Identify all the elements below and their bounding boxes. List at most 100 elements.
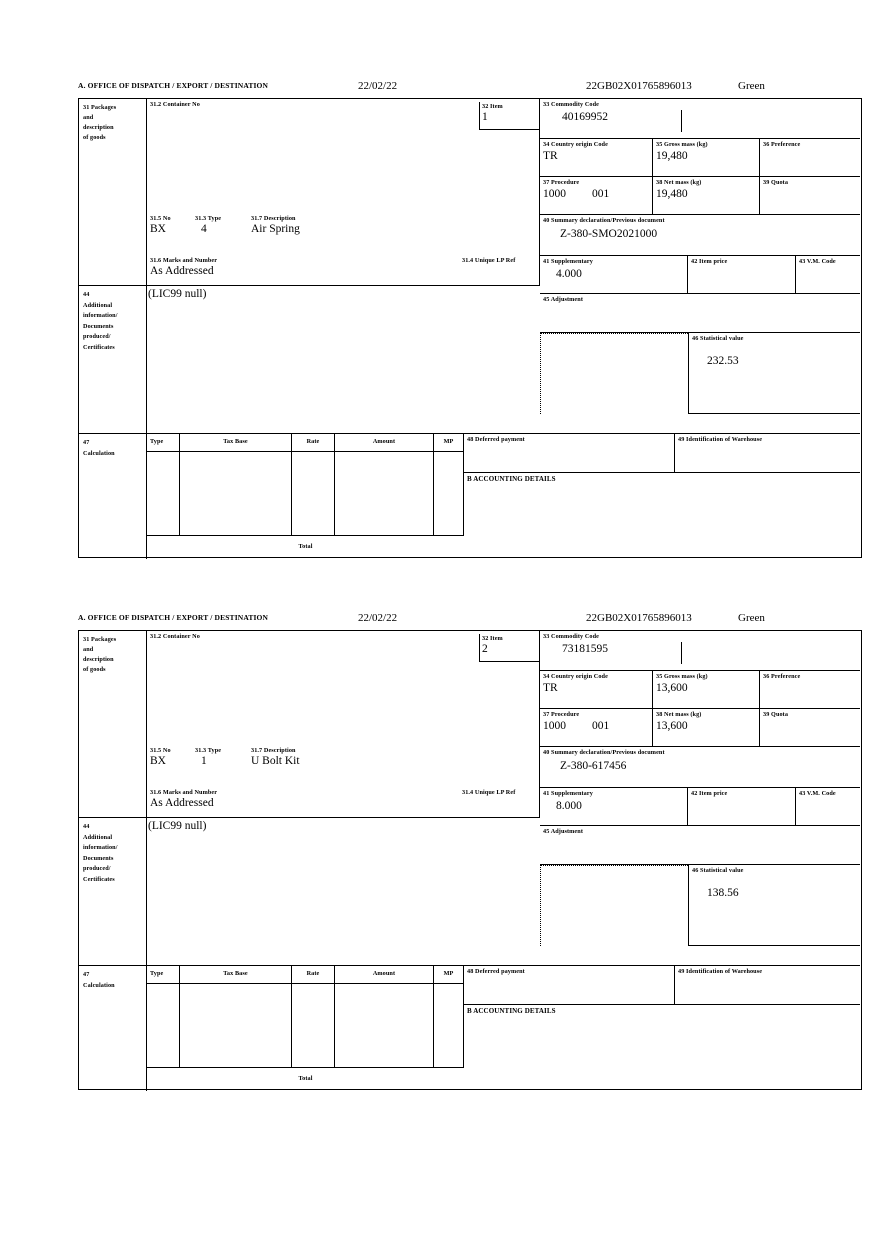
calc-header-amount-label: Amount [372, 438, 396, 445]
box-38-net-mass-cell: 38 Net mass (kg) 19,480 [653, 177, 760, 215]
calc-header-type-label: Type [150, 970, 164, 977]
box-33-divider-tick [681, 110, 682, 132]
box-31-3-value: 1 [201, 755, 207, 768]
box-32-label: 32 Item [482, 103, 503, 110]
calc-header-rate: Rate [292, 433, 335, 452]
calc-header-mp: MP [434, 965, 464, 984]
box-46-value: 232.53 [707, 354, 739, 367]
box-41-supplementary-cell: 41 Supplementary 8.000 [540, 788, 688, 826]
box-44-value: (LIC99 null) [148, 820, 207, 832]
calc-body-rate [292, 984, 335, 1068]
form-frame: 31 Packages and description of goods 31.… [78, 630, 862, 1091]
calc-total-row: Total [147, 536, 464, 558]
office-of-dispatch-label: A. OFFICE OF DISPATCH / EXPORT / DESTINA… [78, 81, 269, 90]
box-34-label: 34 Country origin Code [543, 140, 608, 148]
calc-header-mp-label: MP [443, 970, 454, 977]
box-32-value: 1 [482, 111, 488, 124]
box-38-label: 38 Net mass (kg) [656, 710, 702, 718]
box-31-3-label: 31.3 Type [195, 747, 222, 754]
box-31-label-line-4: of goods [83, 666, 106, 673]
box-37-additional-value: 001 [592, 188, 610, 201]
box-40-label: 40 Summary declaration/Previous document [543, 216, 665, 224]
calc-body-tax-base [180, 984, 292, 1068]
declaration-reference: 22GB02X01765896013 [586, 80, 692, 92]
box-31-3-value: 4 [201, 223, 207, 236]
box-44-label-cell: 44 Additional information/ Documents pro… [79, 285, 147, 433]
box-33-value: 73181595 [562, 642, 608, 655]
box-33-divider-tick [681, 642, 682, 664]
form-header: A. OFFICE OF DISPATCH / EXPORT / DESTINA… [78, 80, 862, 98]
calc-header-mp-label: MP [443, 438, 454, 445]
box-44-label-line-1: 44 [83, 823, 90, 830]
box-48-deferred-payment-cell: 48 Deferred payment [464, 965, 675, 1005]
calc-body-type [147, 984, 180, 1068]
box-44-content-cell: (LIC99 null) [147, 286, 540, 433]
box-37-label: 37 Procedure [543, 710, 580, 718]
box-42-item-price-cell: 42 Item price [688, 788, 796, 826]
box-39-value [760, 187, 860, 189]
declaration-lane: Green [738, 612, 765, 624]
box-35-gross-mass-cell: 35 Gross mass (kg) 13,600 [653, 671, 760, 709]
box-31-label-line-2: and [83, 114, 94, 121]
accounting-details-cell: B ACCOUNTING DETAILS [464, 1005, 860, 1090]
calc-header-rate: Rate [292, 965, 335, 984]
box-31-2-container-no-cell: 31.2 Container No [147, 631, 540, 818]
box-47-label-line-2: Calculation [83, 981, 115, 989]
box-44-label-line-2: Additional [83, 833, 113, 841]
box-44-label-line-1: 44 [83, 291, 90, 298]
calc-header-amount: Amount [335, 965, 434, 984]
box-43-value [796, 798, 860, 800]
calc-header-rate-label: Rate [306, 438, 320, 445]
box-38-net-mass-cell: 38 Net mass (kg) 13,600 [653, 709, 760, 747]
box-39-quota-cell: 39 Quota [760, 177, 860, 215]
box-47-label-cell: 47 Calculation [79, 433, 147, 559]
box-38-label: 38 Net mass (kg) [656, 178, 702, 186]
box-36-preference-cell: 36 Preference [760, 671, 860, 709]
box-35-label: 35 Gross mass (kg) [656, 140, 708, 148]
box-44-label-line-4: Documents [83, 854, 114, 862]
box-48-value [464, 444, 674, 446]
box-39-label: 39 Quota [763, 710, 789, 718]
box-43-label: 43 V.M. Code [799, 257, 836, 265]
box-31-7-value: Air Spring [251, 223, 300, 236]
calc-body-amount [335, 984, 434, 1068]
box-31-label-line-2: and [83, 646, 94, 653]
box-34-value: TR [543, 682, 558, 695]
box-44-label-line-4: Documents [83, 322, 114, 330]
box-41-supplementary-cell: 41 Supplementary 4.000 [540, 256, 688, 294]
box-32-label: 32 Item [482, 635, 503, 642]
calc-header-type: Type [147, 433, 180, 452]
box-40-value: Z-380-SMO2021000 [560, 227, 658, 240]
box-31-marks-row: 31.6 Marks and Number As Addressed 31.4 … [147, 789, 540, 818]
box-40-value: Z-380-617456 [560, 759, 627, 772]
box-31-6-value: As Addressed [150, 265, 214, 278]
box-44-label-line-6: Certificates [83, 343, 115, 351]
box-44-content-cell: (LIC99 null) [147, 818, 540, 965]
accounting-details-label: B ACCOUNTING DETAILS [467, 1006, 556, 1015]
box-47-label-line-2: Calculation [83, 449, 115, 457]
box-33-commodity-code-cell: 33 Commodity Code 73181595 [540, 631, 860, 671]
form-frame: 31 Packages and description of goods 31.… [78, 98, 862, 559]
box-42-label: 42 Item price [691, 789, 728, 797]
accounting-details-cell: B ACCOUNTING DETAILS [464, 473, 860, 558]
box-31-label-line-3: description [83, 124, 114, 131]
calc-total-row: Total [147, 1068, 464, 1090]
box-41-label: 41 Supplementary [543, 789, 593, 797]
box-39-value [760, 719, 860, 721]
box-45-value [540, 304, 860, 306]
box-31-5-value: BX [150, 223, 166, 236]
box-31-7-value: U Bolt Kit [251, 755, 300, 768]
box-31-7-label: 31.7 Description [251, 215, 296, 222]
calc-header-type: Type [147, 965, 180, 984]
box-33-commodity-code-cell: 33 Commodity Code 40169952 [540, 99, 860, 139]
box-44-label-line-3: information/ [83, 312, 118, 319]
declaration-date: 22/02/22 [358, 612, 398, 624]
box-41-value: 4.000 [556, 267, 582, 280]
calc-body-rate [292, 452, 335, 536]
box-31-4-label: 31.4 Unique LP Ref [462, 789, 516, 796]
box-33-value: 40169952 [562, 110, 608, 123]
declaration-lane: Green [738, 80, 765, 92]
calc-total-label: Total [298, 543, 313, 550]
box-44-label-cell: 44 Additional information/ Documents pro… [79, 817, 147, 965]
box-31-5-label: 31.5 No [150, 747, 171, 754]
